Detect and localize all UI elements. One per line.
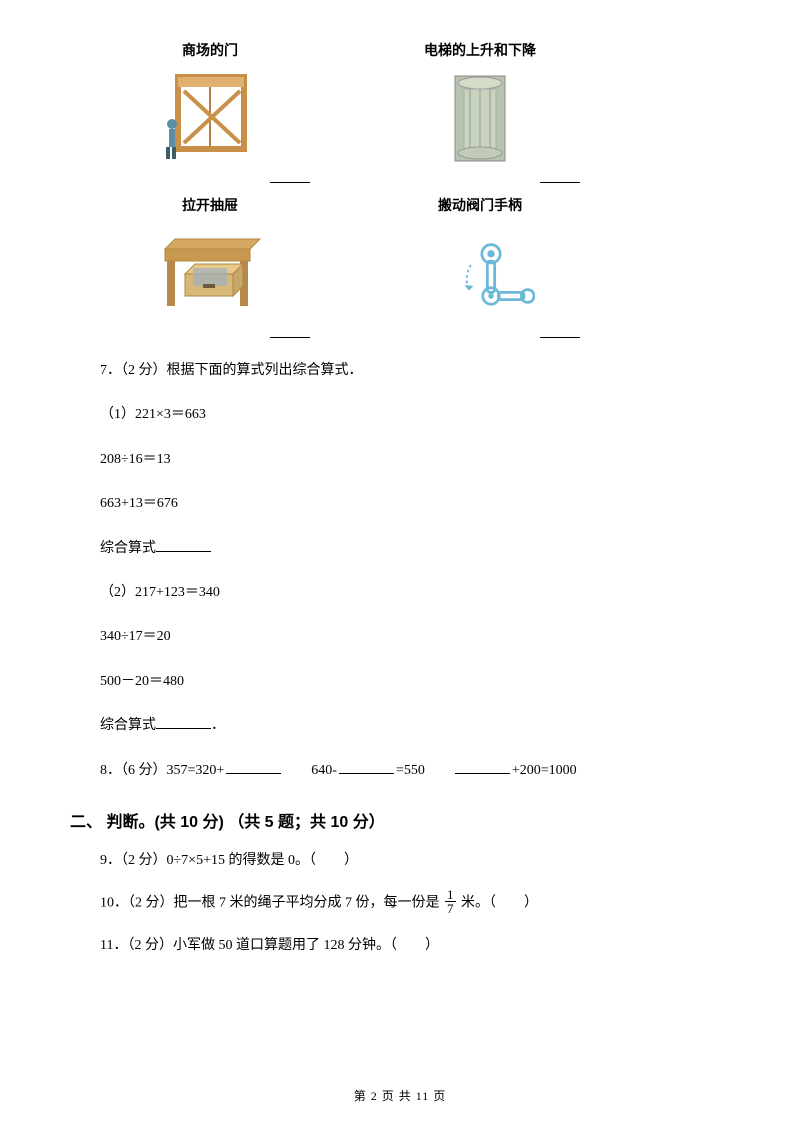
q7-p2-d-dot: ．: [211, 718, 225, 733]
q7-p1-d-label: 综合算式: [100, 541, 156, 556]
q7-p1-blank: [156, 540, 211, 552]
q8-prefix: 8．（6 分）357=320+: [100, 763, 224, 778]
image-row-2: 拉开抽屉 搬动阀门手柄: [70, 195, 730, 338]
q7-p1-d: 综合算式: [100, 538, 730, 560]
q7-p1-a: （1）221×3＝663: [100, 404, 730, 426]
q8-blank-3: [455, 762, 510, 774]
q8-blank-2: [339, 762, 394, 774]
valve-icon: [425, 221, 535, 326]
blank-drawer: [270, 326, 310, 338]
q7-p1-c: 663+13＝676: [100, 493, 730, 515]
q11: 11．（2 分）小军做 50 道口算题用了 128 分钟。（ ）: [100, 935, 730, 957]
q10-post: 米。（ ）: [458, 896, 539, 911]
blank-door: [270, 171, 310, 183]
q7-p1-b: 208÷16＝13: [100, 449, 730, 471]
blank-elevator: [540, 171, 580, 183]
caption-valve: 搬动阀门手柄: [438, 195, 522, 215]
q7-p2-d-label: 综合算式: [100, 718, 156, 733]
q10-pre: 10．（2 分）把一根 7 米的绳子平均分成 7 份，每一份是: [100, 896, 443, 911]
q8-mid1: 640-: [283, 763, 337, 778]
section-2-title: 二、 判断。(共 10 分) （共 5 题；共 10 分）: [70, 808, 730, 832]
image-cell-elevator: 电梯的上升和下降: [380, 40, 580, 183]
q7-p2-b: 340÷17＝20: [100, 626, 730, 648]
door-icon: [155, 66, 265, 171]
image-row-1: 商场的门 电梯的上升和下降: [70, 40, 730, 183]
image-cell-door: 商场的门: [110, 40, 310, 183]
q10-den: 7: [445, 902, 456, 915]
q10-num: 1: [445, 888, 456, 902]
q7-p2-c: 500－20＝480: [100, 671, 730, 693]
page-footer: 第 2 页 共 11 页: [0, 1087, 800, 1104]
q8-blank-1: [226, 762, 281, 774]
caption-drawer: 拉开抽屉: [182, 195, 238, 215]
q10: 10．（2 分）把一根 7 米的绳子平均分成 7 份，每一份是 17 米。（ ）: [100, 890, 730, 917]
fraction-icon: 17: [445, 888, 456, 915]
q7-p2-blank: [156, 717, 211, 729]
image-cell-valve: 搬动阀门手柄: [380, 195, 580, 338]
drawer-icon: [155, 221, 265, 326]
q9: 9．（2 分）0÷7×5+15 的得数是 0。（ ）: [100, 850, 730, 872]
image-cell-drawer: 拉开抽屉: [110, 195, 310, 338]
blank-valve: [540, 326, 580, 338]
elevator-icon: [445, 66, 515, 171]
q8: 8．（6 分）357=320+ 640- =550 +200=1000: [100, 760, 730, 782]
q7-p2-a: （2）217+123＝340: [100, 582, 730, 604]
q7-p2-d: 综合算式 ．: [100, 715, 730, 737]
q8-suffix: +200=1000: [512, 763, 577, 778]
caption-door: 商场的门: [182, 40, 238, 60]
caption-elevator: 电梯的上升和下降: [424, 40, 536, 60]
q8-mid2: =550: [396, 763, 453, 778]
q7-stem: 7．（2 分）根据下面的算式列出综合算式．: [100, 360, 730, 382]
